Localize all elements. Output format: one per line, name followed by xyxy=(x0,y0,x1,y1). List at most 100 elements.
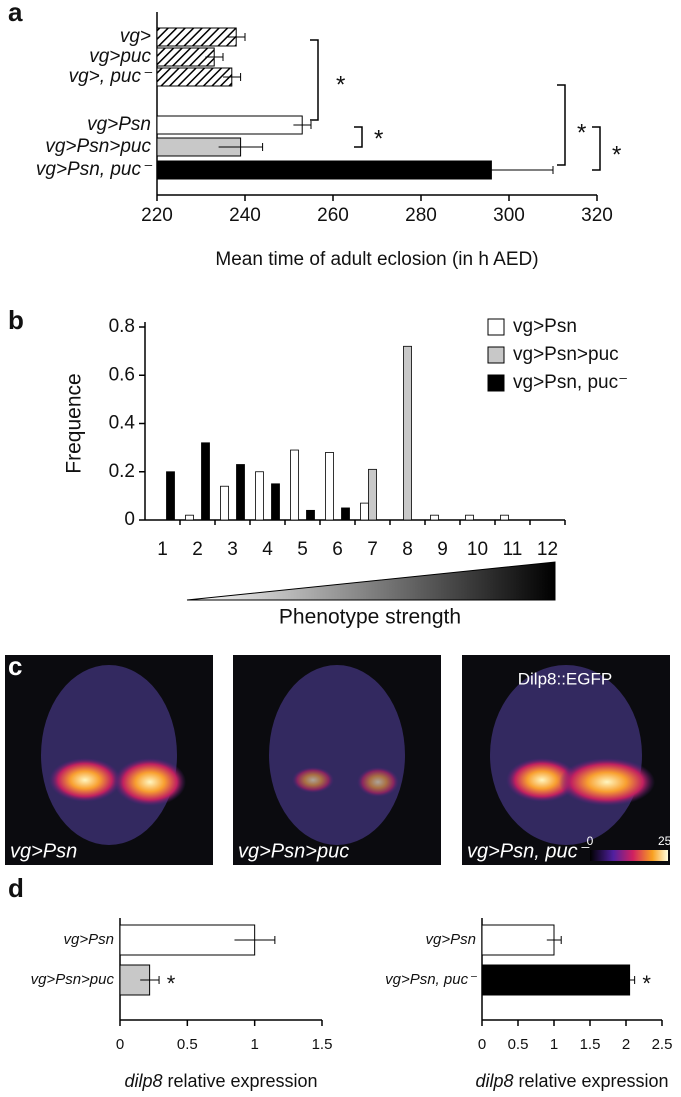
x-tick-label: 2 xyxy=(622,1036,630,1053)
x-tick-label: 4 xyxy=(262,539,273,560)
colorbar-tick-label: 0 xyxy=(587,834,594,848)
x-tick-label: 0.5 xyxy=(508,1036,529,1053)
bar xyxy=(368,468,377,521)
x-tick-label: 1.5 xyxy=(312,1036,333,1053)
x-tick-label: 1 xyxy=(157,539,168,560)
category-label: vg> xyxy=(120,26,151,47)
x-tick-label: 12 xyxy=(537,539,558,560)
x-tick-label: 320 xyxy=(581,205,613,226)
bar xyxy=(220,485,229,521)
category-label: vg>Psn, puc⁻ xyxy=(36,159,153,180)
image-caption: vg>Psn>puc xyxy=(238,840,349,862)
signal xyxy=(292,767,334,793)
x-axis-label: dilp8 relative expression xyxy=(475,1071,668,1091)
stain-label: Dilp8::EGFP xyxy=(518,669,612,688)
y-tick-label: 0 xyxy=(124,509,135,530)
x-axis-label-text: relative expression xyxy=(167,1071,317,1091)
x-axis-label-text: Mean time of adult eclosion (in h AED) xyxy=(215,249,538,270)
bar xyxy=(306,509,315,521)
bar xyxy=(236,464,245,521)
bar xyxy=(156,67,233,87)
bar xyxy=(341,507,350,521)
significance: * xyxy=(374,125,383,152)
legend-label: vg>Psn, puc⁻ xyxy=(513,372,628,393)
significance: * xyxy=(642,971,651,996)
bar xyxy=(185,514,194,521)
legend-swatch xyxy=(487,346,505,364)
significance: * xyxy=(612,141,621,168)
bar xyxy=(166,471,175,521)
strength-triangle xyxy=(186,561,556,601)
x-tick-label: 6 xyxy=(332,539,343,560)
y-tick-label: 0.8 xyxy=(109,316,135,337)
x-tick-label: 8 xyxy=(402,539,413,560)
x-tick-label: 11 xyxy=(503,539,523,560)
bar xyxy=(255,471,264,521)
signal xyxy=(49,758,121,802)
x-tick-label: 280 xyxy=(405,205,437,226)
x-axis-label: Phenotype strength xyxy=(279,606,461,629)
x-tick-label: 10 xyxy=(467,539,488,560)
bar xyxy=(481,964,631,996)
x-tick-label: 0 xyxy=(478,1036,486,1053)
bar xyxy=(481,924,555,956)
category-label: vg>Psn>puc xyxy=(45,136,151,157)
x-axis-label: dilp8 relative expression xyxy=(124,1071,317,1091)
x-axis-label-italic: dilp8 xyxy=(475,1071,513,1091)
legend-label: vg>Psn>puc xyxy=(513,344,619,365)
colorbar-tick-label: 256 xyxy=(658,834,678,848)
legend-swatch xyxy=(487,374,505,392)
x-tick-label: 0 xyxy=(116,1036,124,1053)
image-caption: vg>Psn xyxy=(10,840,77,862)
bar xyxy=(271,483,280,521)
wing-disc xyxy=(269,665,405,845)
legend-swatch xyxy=(487,318,505,336)
bar xyxy=(465,514,474,521)
bar xyxy=(360,502,369,521)
x-tick-label: 240 xyxy=(229,205,261,226)
x-tick-label: 2.5 xyxy=(652,1036,673,1053)
signal xyxy=(506,758,578,802)
x-tick-label: 9 xyxy=(437,539,448,560)
bar xyxy=(156,115,303,135)
x-tick-label: 260 xyxy=(317,205,349,226)
bar xyxy=(403,345,412,521)
bracket xyxy=(310,39,319,121)
x-tick-label: 1.5 xyxy=(580,1036,601,1053)
legend-label: vg>Psn xyxy=(513,316,577,337)
category-label: vg>Psn xyxy=(64,931,114,948)
image-caption: vg>Psn, puc⁻ xyxy=(467,840,590,862)
signal xyxy=(559,758,655,806)
category-label: vg>Psn xyxy=(87,114,151,135)
panel-label: b xyxy=(8,305,24,335)
y-axis-label: Frequence xyxy=(63,373,86,473)
category-label: vg>, puc⁻ xyxy=(69,66,153,87)
bar xyxy=(500,514,509,521)
bar xyxy=(201,442,210,521)
y-tick-label: 0.2 xyxy=(109,461,135,482)
panel-label: c xyxy=(8,651,22,681)
category-label: vg>puc xyxy=(89,46,151,67)
significance: * xyxy=(577,119,586,146)
bar xyxy=(430,514,439,521)
x-axis-label-italic: dilp8 xyxy=(124,1071,162,1091)
category-label: vg>Psn>puc xyxy=(31,971,115,988)
signal xyxy=(357,767,399,797)
significance: * xyxy=(167,971,176,996)
bar xyxy=(156,27,237,47)
significance: * xyxy=(336,71,345,98)
x-tick-label: 1 xyxy=(250,1036,258,1053)
x-tick-label: 5 xyxy=(297,539,308,560)
x-tick-label: 7 xyxy=(367,539,378,560)
x-tick-label: 2 xyxy=(192,539,203,560)
x-tick-label: 300 xyxy=(493,205,525,226)
y-tick-label: 0.6 xyxy=(109,364,135,385)
bracket xyxy=(557,84,566,166)
category-label: vg>Psn xyxy=(426,931,476,948)
panel-label: d xyxy=(8,873,24,903)
x-tick-label: 3 xyxy=(227,539,238,560)
x-axis-label: Mean time of adult eclosion (in h AED) xyxy=(215,249,538,270)
wing-disc xyxy=(490,665,642,845)
